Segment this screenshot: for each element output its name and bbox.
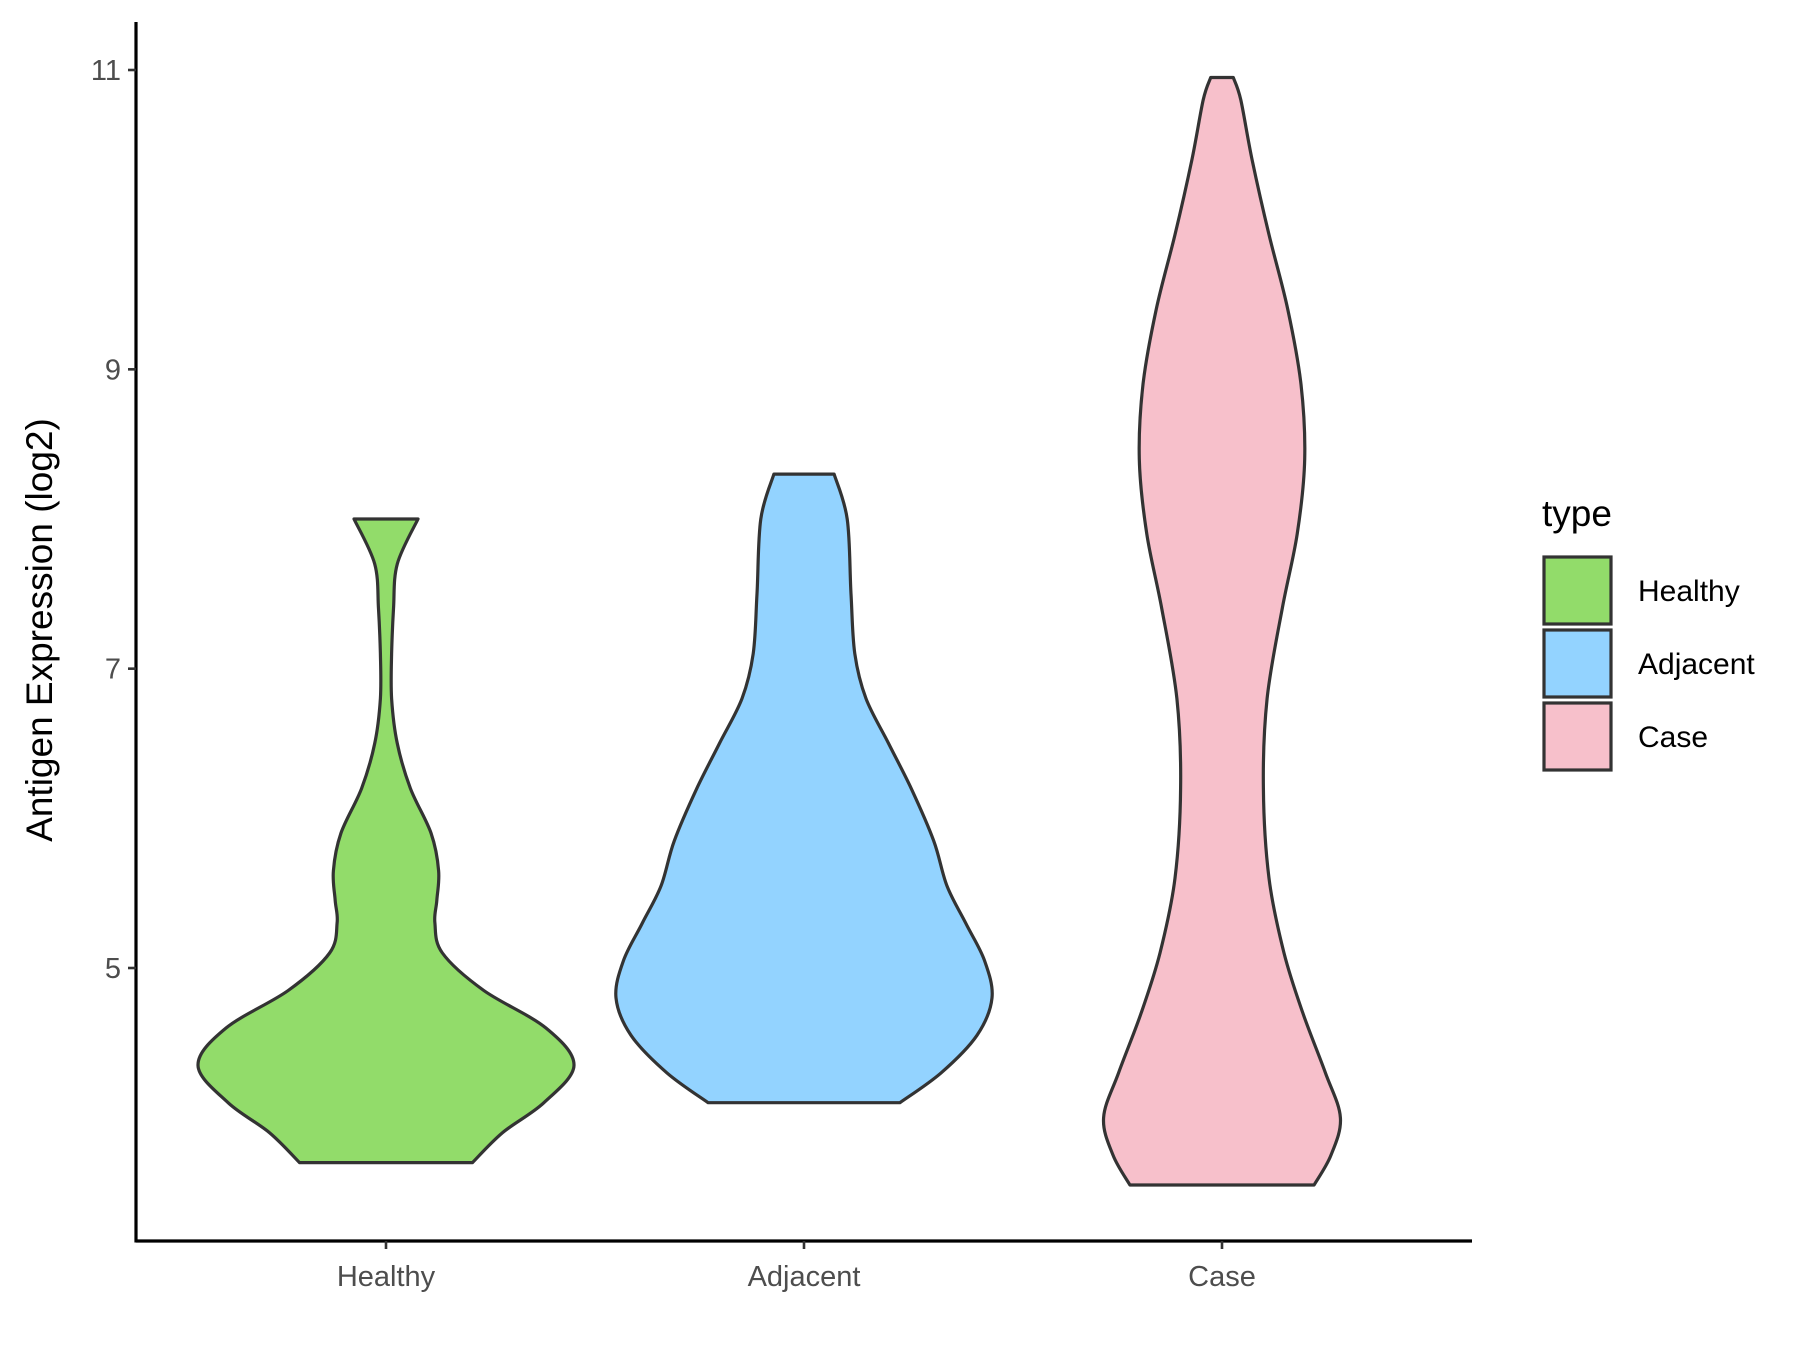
y-tick-label: 5: [105, 953, 121, 985]
legend-swatch-healthy: [1542, 555, 1613, 626]
legend-title: type: [1542, 493, 1612, 534]
violin-healthy: [196, 517, 576, 1165]
violin-layer: [196, 75, 1343, 1187]
legend-label-case: Case: [1638, 721, 1708, 754]
y-axis-ticks: 5 7 9 11: [91, 55, 136, 985]
legend: type Healthy Adjacent Case: [1542, 493, 1755, 772]
y-tick-label: 9: [105, 354, 121, 386]
y-tick-label: 7: [105, 654, 121, 686]
legend-label-healthy: Healthy: [1638, 575, 1740, 608]
legend-label-adjacent: Adjacent: [1638, 648, 1755, 681]
y-axis-title: Antigen Expression (log2): [19, 418, 60, 842]
violin-case: [1101, 75, 1343, 1187]
legend-swatch-case: [1542, 701, 1613, 772]
x-axis-ticks: Healthy Adjacent Case: [337, 1241, 1256, 1293]
legend-items: Healthy Adjacent Case: [1542, 555, 1755, 772]
y-tick-label: 11: [91, 55, 121, 87]
x-tick-label: Adjacent: [748, 1261, 861, 1293]
x-tick-label: Case: [1188, 1261, 1256, 1293]
legend-swatch-adjacent: [1542, 628, 1613, 699]
violin-adjacent: [614, 472, 994, 1105]
x-tick-label: Healthy: [337, 1261, 436, 1293]
